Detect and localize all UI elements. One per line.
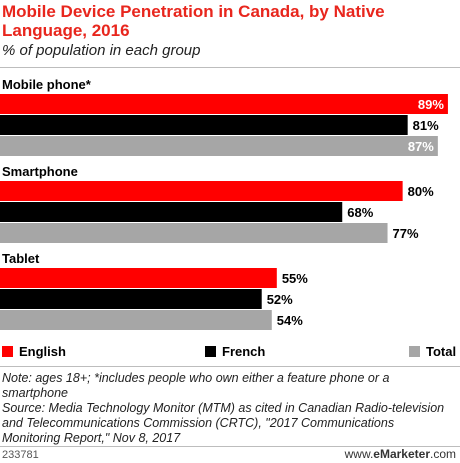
bar-chart: Mobile phone* 89% 81% 87% Smartphone 80% 68% 77… xyxy=(0,77,448,330)
chart-title: Mobile Device Penetration in Canada, by … xyxy=(2,2,385,40)
data-label-mobile-phone-total: 87% xyxy=(408,139,434,154)
legend-swatch-french xyxy=(205,346,216,357)
divider xyxy=(0,366,460,367)
bar-tablet-english xyxy=(0,268,277,288)
chart-subtitle: % of population in each group xyxy=(2,42,201,59)
data-label-mobile-phone-french: 81% xyxy=(413,118,439,133)
source-text: Source: Media Technology Monitor (MTM) a… xyxy=(2,401,445,445)
legend-item-french: French xyxy=(205,344,265,359)
divider xyxy=(0,446,460,447)
legend-label-total: Total xyxy=(426,344,457,359)
bar-mobile-phone-french xyxy=(0,115,408,135)
data-label-smartphone-english: 80% xyxy=(408,184,434,199)
chart-id: 233781 xyxy=(2,449,39,461)
brand-suffix: .com xyxy=(429,447,456,461)
brand-name: eMarketer xyxy=(373,447,430,461)
legend-label-french: French xyxy=(222,344,266,359)
category-label-tablet: Tablet xyxy=(2,251,40,266)
data-label-tablet-total: 54% xyxy=(277,313,303,328)
legend-item-english: English xyxy=(2,344,66,359)
data-label-smartphone-total: 77% xyxy=(393,226,419,241)
chart-notes: Note: ages 18+; *includes people who own… xyxy=(2,371,452,446)
bar-mobile-phone-total xyxy=(0,136,438,156)
bar-tablet-total xyxy=(0,310,272,330)
data-label-tablet-french: 52% xyxy=(267,292,293,307)
bar-smartphone-english xyxy=(0,181,403,201)
legend-label-english: English xyxy=(19,344,66,359)
brand-prefix: www. xyxy=(344,447,374,461)
category-label-smartphone: Smartphone xyxy=(2,164,78,179)
data-label-smartphone-french: 68% xyxy=(347,205,373,220)
data-label-tablet-english: 55% xyxy=(282,271,308,286)
bar-smartphone-total xyxy=(0,223,388,243)
bar-tablet-french xyxy=(0,289,262,309)
brand-link[interactable]: www.eMarketer.com xyxy=(345,447,456,461)
data-label-mobile-phone-english: 89% xyxy=(418,97,444,112)
legend-swatch-total xyxy=(409,346,420,357)
legend-swatch-english xyxy=(2,346,13,357)
bar-mobile-phone-english xyxy=(0,94,448,114)
legend: English French Total xyxy=(0,344,460,362)
bar-smartphone-french xyxy=(0,202,343,222)
note-text: Note: ages 18+; *includes people who own… xyxy=(2,371,390,400)
category-label-mobile-phone: Mobile phone* xyxy=(2,77,92,92)
legend-item-total: Total xyxy=(409,344,456,359)
divider xyxy=(0,67,460,68)
